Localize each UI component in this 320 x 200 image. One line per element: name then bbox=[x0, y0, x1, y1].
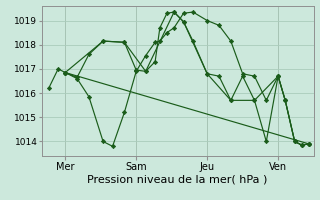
X-axis label: Pression niveau de la mer( hPa ): Pression niveau de la mer( hPa ) bbox=[87, 174, 268, 184]
